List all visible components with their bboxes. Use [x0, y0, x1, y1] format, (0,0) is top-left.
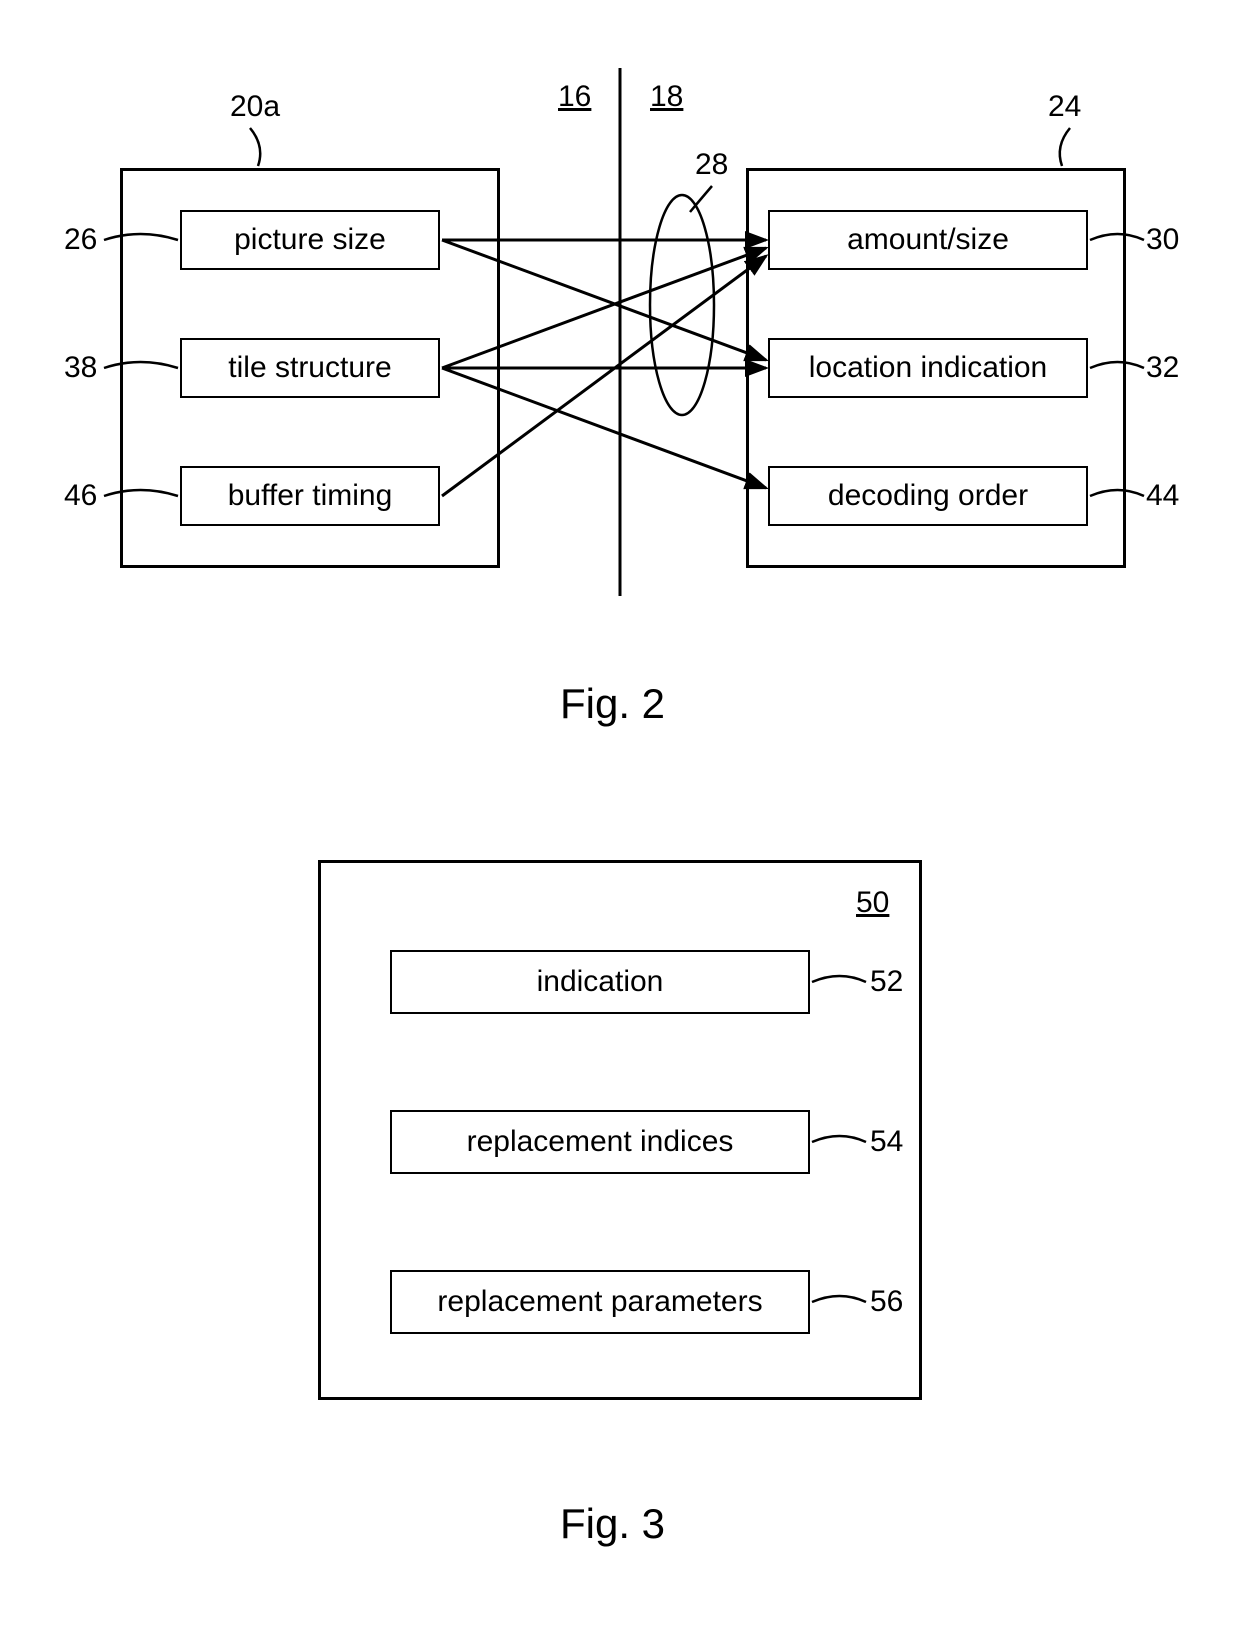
- fig3-box-indication-text: indication: [537, 965, 664, 999]
- fig2-left-outer-label: 20a: [230, 90, 280, 124]
- fig2-left-box-tile-structure: tile structure: [180, 338, 440, 398]
- fig3-caption: Fig. 3: [560, 1500, 665, 1548]
- fig2-ref-30: 30: [1146, 223, 1179, 257]
- fig3-header-50: 50: [856, 886, 889, 920]
- fig2-ref-44: 44: [1146, 479, 1179, 513]
- fig2-bundle-ellipse: [650, 195, 714, 415]
- fig2-lead-24: [1060, 128, 1070, 166]
- fig2-right-box-decoding-order-text: decoding order: [828, 479, 1028, 513]
- diagram-stage: 16 18 20a picture size 26 tile structure…: [0, 0, 1240, 1642]
- fig2-bundle-label-28: 28: [695, 148, 728, 182]
- fig3-box-indication: indication: [390, 950, 810, 1014]
- fig2-ref-46: 46: [64, 479, 97, 513]
- fig2-right-box-location-indication-text: location indication: [809, 351, 1048, 385]
- fig3-box-replacement-parameters-text: replacement parameters: [437, 1285, 762, 1319]
- fig2-caption: Fig. 2: [560, 680, 665, 728]
- fig2-ref-26: 26: [64, 223, 97, 257]
- fig2-left-box-buffer-timing: buffer timing: [180, 466, 440, 526]
- fig2-header-16: 16: [558, 80, 591, 114]
- fig2-header-18: 18: [650, 80, 683, 114]
- fig2-right-outer-label: 24: [1048, 90, 1081, 124]
- fig3-box-replacement-indices: replacement indices: [390, 1110, 810, 1174]
- fig2-ref-38: 38: [64, 351, 97, 385]
- fig2-lead-20a: [250, 128, 260, 166]
- fig2-right-box-decoding-order: decoding order: [768, 466, 1088, 526]
- fig3-box-replacement-parameters: replacement parameters: [390, 1270, 810, 1334]
- fig3-box-replacement-indices-text: replacement indices: [467, 1125, 734, 1159]
- fig3-ref-52: 52: [870, 965, 903, 999]
- fig2-right-box-location-indication: location indication: [768, 338, 1088, 398]
- fig2-left-box-buffer-timing-text: buffer timing: [228, 479, 393, 513]
- fig2-right-box-amount-size: amount/size: [768, 210, 1088, 270]
- fig3-ref-54: 54: [870, 1125, 903, 1159]
- fig2-lead-28: [690, 186, 712, 212]
- fig2-ref-32: 32: [1146, 351, 1179, 385]
- fig2-left-box-picture-size-text: picture size: [234, 223, 386, 257]
- fig2-left-box-tile-structure-text: tile structure: [228, 351, 391, 385]
- fig2-left-box-picture-size: picture size: [180, 210, 440, 270]
- fig2-right-box-amount-size-text: amount/size: [847, 223, 1009, 257]
- fig3-ref-56: 56: [870, 1285, 903, 1319]
